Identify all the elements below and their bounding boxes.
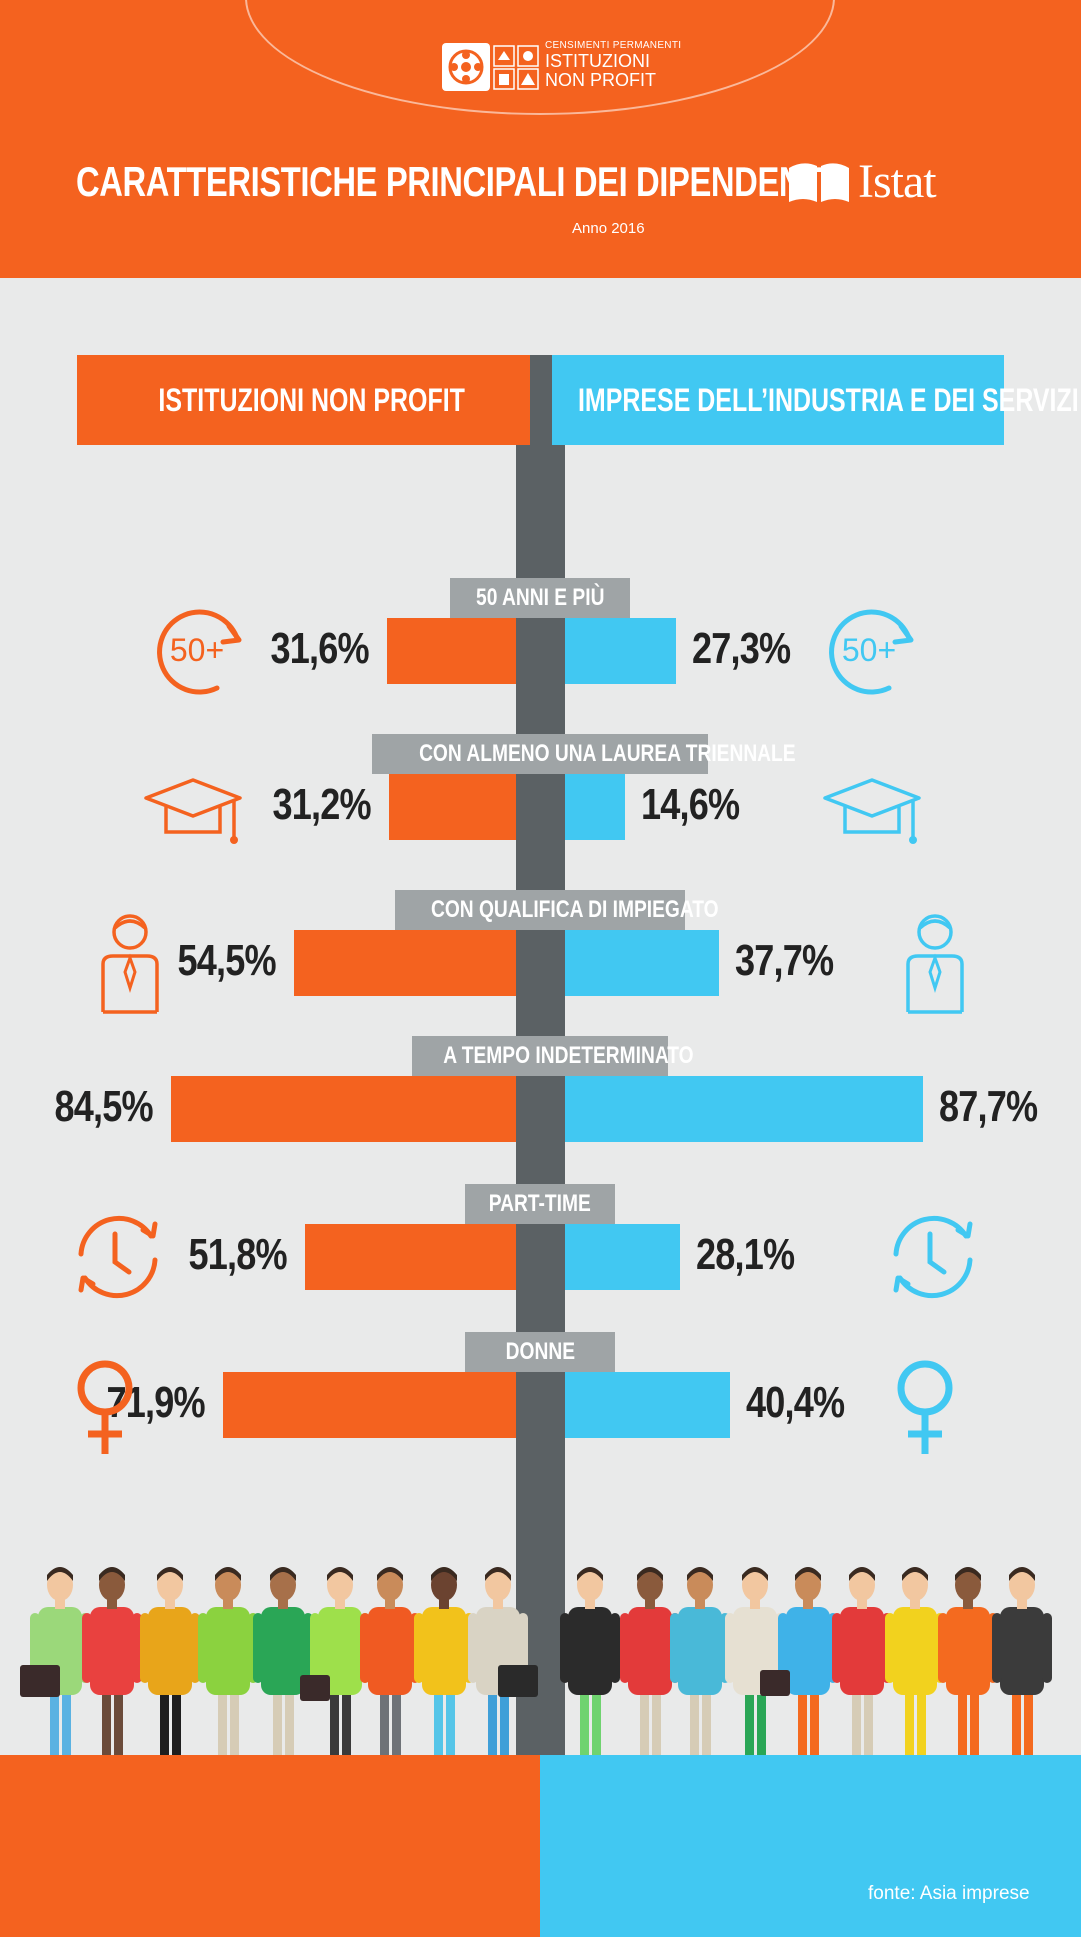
value-label-nonprofit: 84,5% — [55, 1082, 154, 1131]
person-figure — [832, 1567, 892, 1783]
footer-imprese-band — [540, 1755, 1081, 1937]
svg-text:50+: 50+ — [842, 632, 896, 668]
bar-imprese — [565, 618, 677, 684]
legend-imprese: IMPRESE DELL’INDUSTRIA E DEI SERVIZI — [552, 355, 1079, 445]
value-label-nonprofit: 54,5% — [177, 936, 276, 985]
census-category-icons — [492, 43, 542, 91]
female-symbol-icon — [77, 1360, 133, 1454]
bar-nonprofit — [293, 930, 516, 996]
page-subtitle: Anno 2016 — [572, 220, 645, 237]
category-label: CON ALMENO UNA LAUREA TRIENNALE — [372, 734, 796, 774]
category-label: PART-TIME — [465, 1184, 615, 1224]
person-figure — [992, 1567, 1052, 1783]
bar-nonprofit — [388, 774, 516, 840]
page-title: CARATTERISTICHE PRINCIPALI DEI DIPENDENT… — [76, 158, 831, 205]
logo-line-census: CENSIMENTI PERMANENTI — [545, 40, 682, 51]
value-label-imprese: 28,1% — [695, 1230, 795, 1279]
value-label-imprese: 14,6% — [640, 780, 740, 829]
person-figure — [82, 1567, 142, 1783]
bar-nonprofit — [387, 618, 516, 684]
graduation-cap-icon — [823, 778, 921, 844]
category-label: DONNE — [465, 1332, 615, 1372]
istat-brand: Istat — [858, 155, 937, 208]
person-figure — [140, 1567, 200, 1783]
bar-nonprofit — [171, 1076, 516, 1142]
value-label-nonprofit: 31,2% — [272, 780, 372, 829]
svg-text:50+: 50+ — [170, 632, 224, 668]
person-figure — [253, 1567, 313, 1783]
person-figure — [414, 1567, 474, 1783]
fifty-plus-icon: 50+ — [157, 609, 242, 695]
person-figure — [670, 1567, 730, 1783]
person-figure — [468, 1567, 528, 1783]
legend-nonprofit-label: ISTITUZIONI NON PROFIT — [158, 382, 465, 418]
bar-imprese — [565, 1224, 680, 1290]
legend-imprese-label: IMPRESE DELL’INDUSTRIA E DEI SERVIZI — [578, 382, 1079, 418]
briefcase-icon — [498, 1665, 538, 1697]
fifty-plus-icon: 50+ — [829, 609, 914, 695]
value-label-imprese: 27,3% — [692, 624, 791, 673]
value-label-imprese: 37,7% — [734, 936, 834, 985]
value-label-imprese: 87,7% — [938, 1082, 1038, 1131]
footer-nonprofit-band — [0, 1755, 540, 1937]
bar-nonprofit — [304, 1224, 516, 1290]
census-logo-icon — [442, 43, 490, 91]
clock-cycle-icon — [78, 1215, 158, 1299]
person-figure — [360, 1567, 420, 1783]
istat-logo-icon — [787, 160, 853, 204]
briefcase-icon — [20, 1665, 60, 1697]
person-figure — [885, 1567, 945, 1783]
source-note: fonte: Asia imprese — [868, 1883, 1030, 1904]
bar-imprese — [565, 1372, 730, 1438]
bar-imprese — [565, 930, 719, 996]
category-label: CON QUALIFICA DI IMPIEGATO — [395, 890, 719, 930]
logo-line-nonprofit: NON PROFIT — [545, 70, 656, 90]
employee-icon — [101, 914, 159, 1014]
employee-icon — [906, 914, 964, 1014]
bar-imprese — [565, 1076, 923, 1142]
person-figure — [938, 1567, 998, 1783]
graduation-cap-icon — [144, 778, 242, 844]
person-figure — [560, 1567, 620, 1783]
value-label-imprese: 40,4% — [745, 1378, 845, 1427]
logo-line-istituzioni: ISTITUZIONI — [545, 51, 650, 71]
value-label-nonprofit: 51,8% — [188, 1230, 287, 1279]
person-figure — [198, 1567, 258, 1783]
header-banner: CENSIMENTI PERMANENTI ISTITUZIONI NON PR… — [0, 0, 1081, 278]
category-label: A TEMPO INDETERMINATO — [412, 1036, 694, 1076]
category-label: 50 ANNI E PIÙ — [450, 578, 630, 618]
briefcase-icon — [300, 1675, 330, 1701]
legend-nonprofit: ISTITUZIONI NON PROFIT — [77, 355, 530, 445]
bar-nonprofit — [222, 1372, 516, 1438]
bar-imprese — [565, 774, 625, 840]
female-symbol-icon — [897, 1360, 953, 1454]
clock-cycle-icon — [893, 1215, 973, 1299]
briefcase-icon — [760, 1670, 790, 1696]
value-label-nonprofit: 31,6% — [270, 624, 370, 673]
